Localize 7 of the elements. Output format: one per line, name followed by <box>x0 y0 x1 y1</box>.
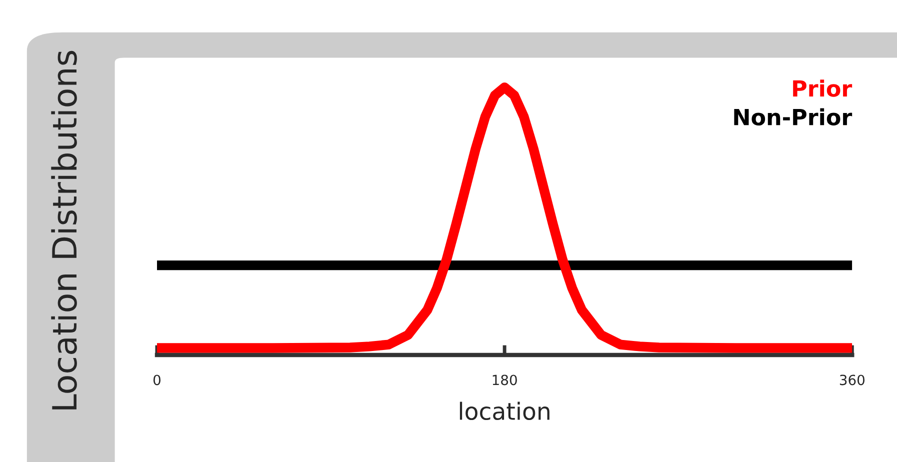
x-tick-label: 180 <box>492 374 517 386</box>
x-tick-label: 0 <box>153 374 160 386</box>
x-tick-label: 360 <box>840 374 864 386</box>
text: Prior <box>793 80 852 97</box>
y-axis-title: Location Distributions <box>51 50 77 410</box>
text: Non-Prior <box>734 108 852 126</box>
x-axis-title: location <box>460 402 550 420</box>
